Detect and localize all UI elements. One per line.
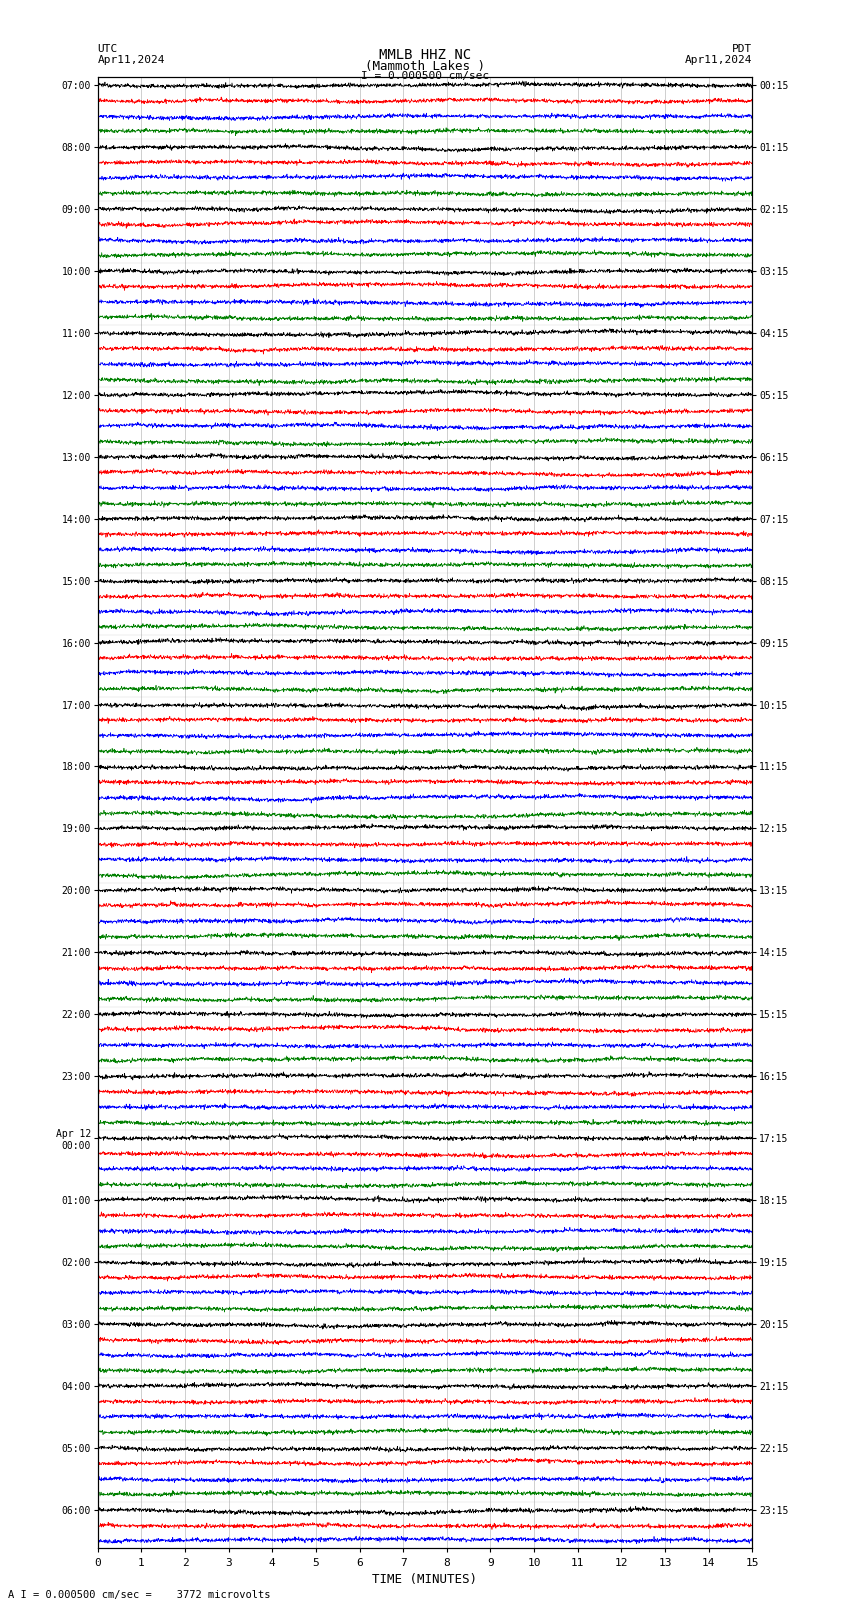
- Text: A I = 0.000500 cm/sec =    3772 microvolts: A I = 0.000500 cm/sec = 3772 microvolts: [8, 1590, 271, 1600]
- Text: PDT: PDT: [732, 44, 752, 53]
- Text: Apr11,2024: Apr11,2024: [685, 55, 752, 65]
- Text: MMLB HHZ NC: MMLB HHZ NC: [379, 48, 471, 63]
- Text: I = 0.000500 cm/sec: I = 0.000500 cm/sec: [361, 71, 489, 81]
- Text: Apr11,2024: Apr11,2024: [98, 55, 165, 65]
- Text: UTC: UTC: [98, 44, 118, 53]
- Text: (Mammoth Lakes ): (Mammoth Lakes ): [365, 60, 485, 73]
- X-axis label: TIME (MINUTES): TIME (MINUTES): [372, 1573, 478, 1586]
